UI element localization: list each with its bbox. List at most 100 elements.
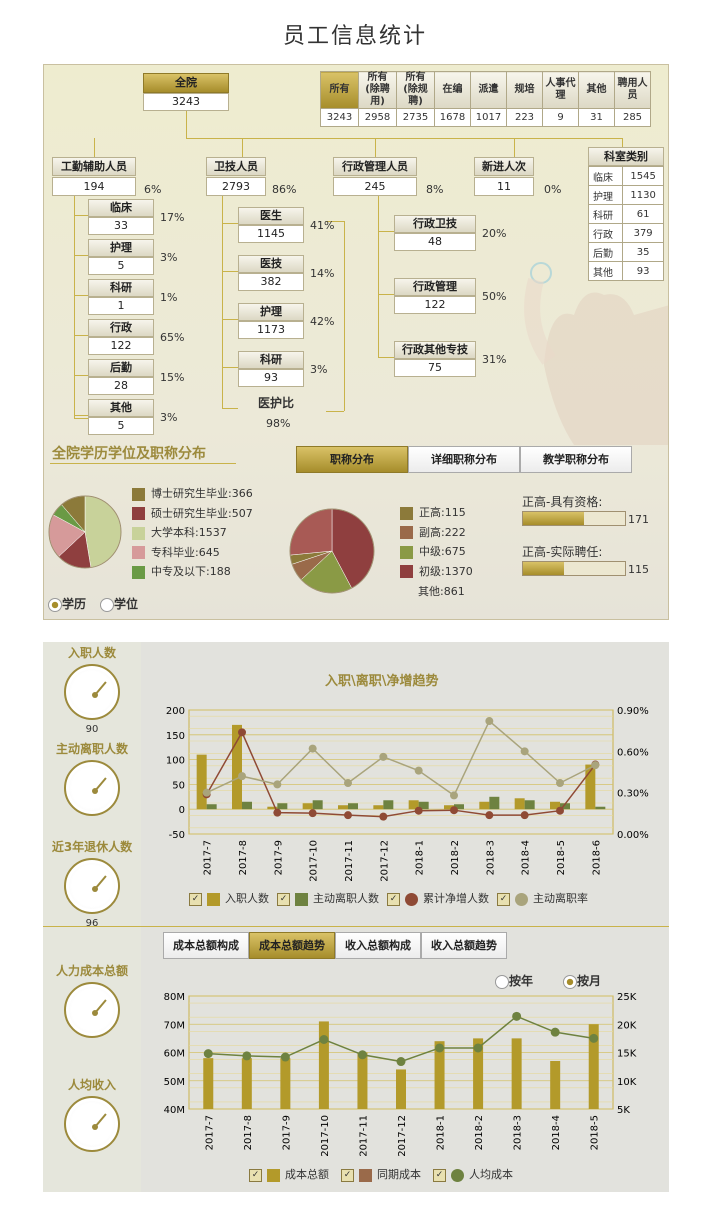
chart-legend-item[interactable]: ✓ 人均成本 <box>433 1168 513 1182</box>
tab-2[interactable]: 教学职称分布 <box>520 446 632 473</box>
all-value: 3243 <box>143 93 229 111</box>
group-label[interactable]: 工勤辅助人员 <box>52 157 136 176</box>
legend-checkbox[interactable]: ✓ <box>497 892 510 906</box>
group-pct: 0% <box>544 183 562 196</box>
item-pct: 3% <box>310 363 328 376</box>
bar-mark <box>242 801 252 810</box>
hire-trend-chart: 200 150 100 50 0 -50 0.90% 0.60% 0.30% 0.00% 2017-… <box>166 706 649 882</box>
item-label[interactable]: 医生 <box>238 207 304 225</box>
tab-0[interactable]: 职称分布 <box>296 446 408 473</box>
x-tick: 2017-11 <box>344 840 355 882</box>
legend-checkbox[interactable]: ✓ <box>249 1168 262 1182</box>
chart-legend-item[interactable]: ✓ 同期成本 <box>341 1168 421 1182</box>
radio-0[interactable]: 按年 <box>495 974 533 989</box>
item-label[interactable]: 其他 <box>88 399 154 417</box>
chart-legend-item[interactable]: ✓ 成本总额 <box>249 1168 329 1182</box>
item-pct: 65% <box>160 331 185 344</box>
bar-mark <box>511 1038 522 1109</box>
chart-legend-item[interactable]: ✓ 主动离职人数 <box>277 892 379 906</box>
y-tick: 0 <box>179 805 185 816</box>
y2-tick: 0.00% <box>617 830 649 841</box>
bar-mark <box>585 764 596 810</box>
item-label[interactable]: 科研 <box>238 351 304 369</box>
tab-1[interactable]: 详细职称分布 <box>408 446 520 473</box>
chart-legend-item[interactable]: ✓ 主动离职率 <box>497 892 588 906</box>
bar-mark <box>550 801 560 810</box>
y2-tick: 5K <box>617 1105 630 1116</box>
item-label[interactable]: 后勤 <box>88 359 154 377</box>
item-label[interactable]: 医技 <box>238 255 304 273</box>
legend-checkbox[interactable]: ✓ <box>189 892 202 906</box>
item-label[interactable]: 行政其他专技 <box>394 341 476 359</box>
legend-checkbox[interactable]: ✓ <box>277 892 290 906</box>
legend-checkbox[interactable]: ✓ <box>387 892 400 906</box>
chart-legend-item[interactable]: ✓ 入职人数 <box>189 892 269 906</box>
legend-label: 中专及以下:188 <box>151 565 231 578</box>
legend-item: 正高:115 <box>400 503 473 523</box>
item-label[interactable]: 行政 <box>88 319 154 337</box>
chart-legend-item[interactable]: ✓ 累计净增人数 <box>387 892 489 906</box>
trends-panel: 入职人数 90 主动离职人数 近3年退休人数 96 人力成本总额 人均收入 入职\离职\净增… <box>43 642 669 1192</box>
bar-mark <box>206 804 217 810</box>
summary-value: 9 <box>542 108 579 127</box>
x-tick: 2018-1 <box>415 840 426 875</box>
legend-swatch <box>405 892 418 906</box>
group-label[interactable]: 行政管理人员 <box>333 157 417 176</box>
item-pct: 20% <box>482 227 507 240</box>
radio-circle[interactable] <box>563 974 578 989</box>
y-tick: 60M <box>164 1049 185 1060</box>
legend-checkbox[interactable]: ✓ <box>341 1168 354 1182</box>
cost-tab-3[interactable]: 收入总额趋势 <box>421 932 507 959</box>
bar-mark <box>232 724 242 810</box>
line-point <box>450 791 458 800</box>
chart1-title: 入职\离职\净增趋势 <box>325 674 439 689</box>
dept-row: 其他 93 <box>587 261 664 281</box>
item-label[interactable]: 行政卫技 <box>394 215 476 233</box>
legend-swatch <box>267 1168 280 1182</box>
dept-count: 61 <box>622 204 664 224</box>
x-tick: 2018-5 <box>590 1115 601 1150</box>
bar-mark <box>550 1060 561 1109</box>
item-label[interactable]: 临床 <box>88 199 154 217</box>
legend-checkbox[interactable]: ✓ <box>433 1168 446 1182</box>
bar-mark <box>473 1038 484 1109</box>
cost-tab-2[interactable]: 收入总额构成 <box>335 932 421 959</box>
line-point <box>344 811 352 820</box>
line-point <box>379 752 388 761</box>
bar-mark <box>524 800 535 810</box>
legend-item: 博士研究生毕业:366 <box>132 484 253 504</box>
radio-1[interactable]: 按月 <box>563 974 601 989</box>
radio-circle[interactable] <box>100 597 115 612</box>
item-value: 33 <box>88 217 154 235</box>
cost-tab-1[interactable]: 成本总额趋势 <box>249 932 335 959</box>
doctor-nurse-label: 医护比 <box>258 396 295 410</box>
y-tick: 40M <box>164 1105 185 1116</box>
item-value: 1173 <box>238 321 304 339</box>
gauge-needle <box>93 1113 107 1129</box>
x-tick: 2017-9 <box>273 840 284 875</box>
item-value: 1145 <box>238 225 304 243</box>
gauge-label: 入职人数 <box>67 646 116 660</box>
x-tick: 2017-8 <box>243 1115 254 1150</box>
radio-circle[interactable] <box>495 974 509 989</box>
item-label[interactable]: 行政管理 <box>394 278 476 296</box>
legend-label: 副高:222 <box>419 525 466 539</box>
group-label[interactable]: 新进人次 <box>474 157 534 176</box>
bar-mark <box>434 1041 445 1109</box>
group-label[interactable]: 卫技人员 <box>206 157 266 176</box>
line-point <box>550 1027 560 1037</box>
cost-tab-0[interactable]: 成本总额构成 <box>163 932 249 959</box>
item-label[interactable]: 护理 <box>238 303 304 321</box>
y2-tick: 10K <box>617 1077 637 1088</box>
item-label[interactable]: 科研 <box>88 279 154 297</box>
line-point <box>450 806 458 815</box>
x-tick: 2017-7 <box>204 1115 215 1150</box>
radio-1[interactable]: 学位 <box>100 597 138 612</box>
item-pct: 50% <box>482 290 507 303</box>
radio-circle[interactable] <box>48 597 62 612</box>
x-tick: 2017-7 <box>203 840 214 875</box>
item-label[interactable]: 护理 <box>88 239 154 257</box>
radio-0[interactable]: 学历 <box>48 597 86 612</box>
x-tick: 2018-4 <box>521 840 532 875</box>
overview-panel: 全院 3243 所有 所有(除聘用) 所有(除规聘) 在编 派遣 规培 人事代理 其他 聘用人员… <box>43 64 669 620</box>
